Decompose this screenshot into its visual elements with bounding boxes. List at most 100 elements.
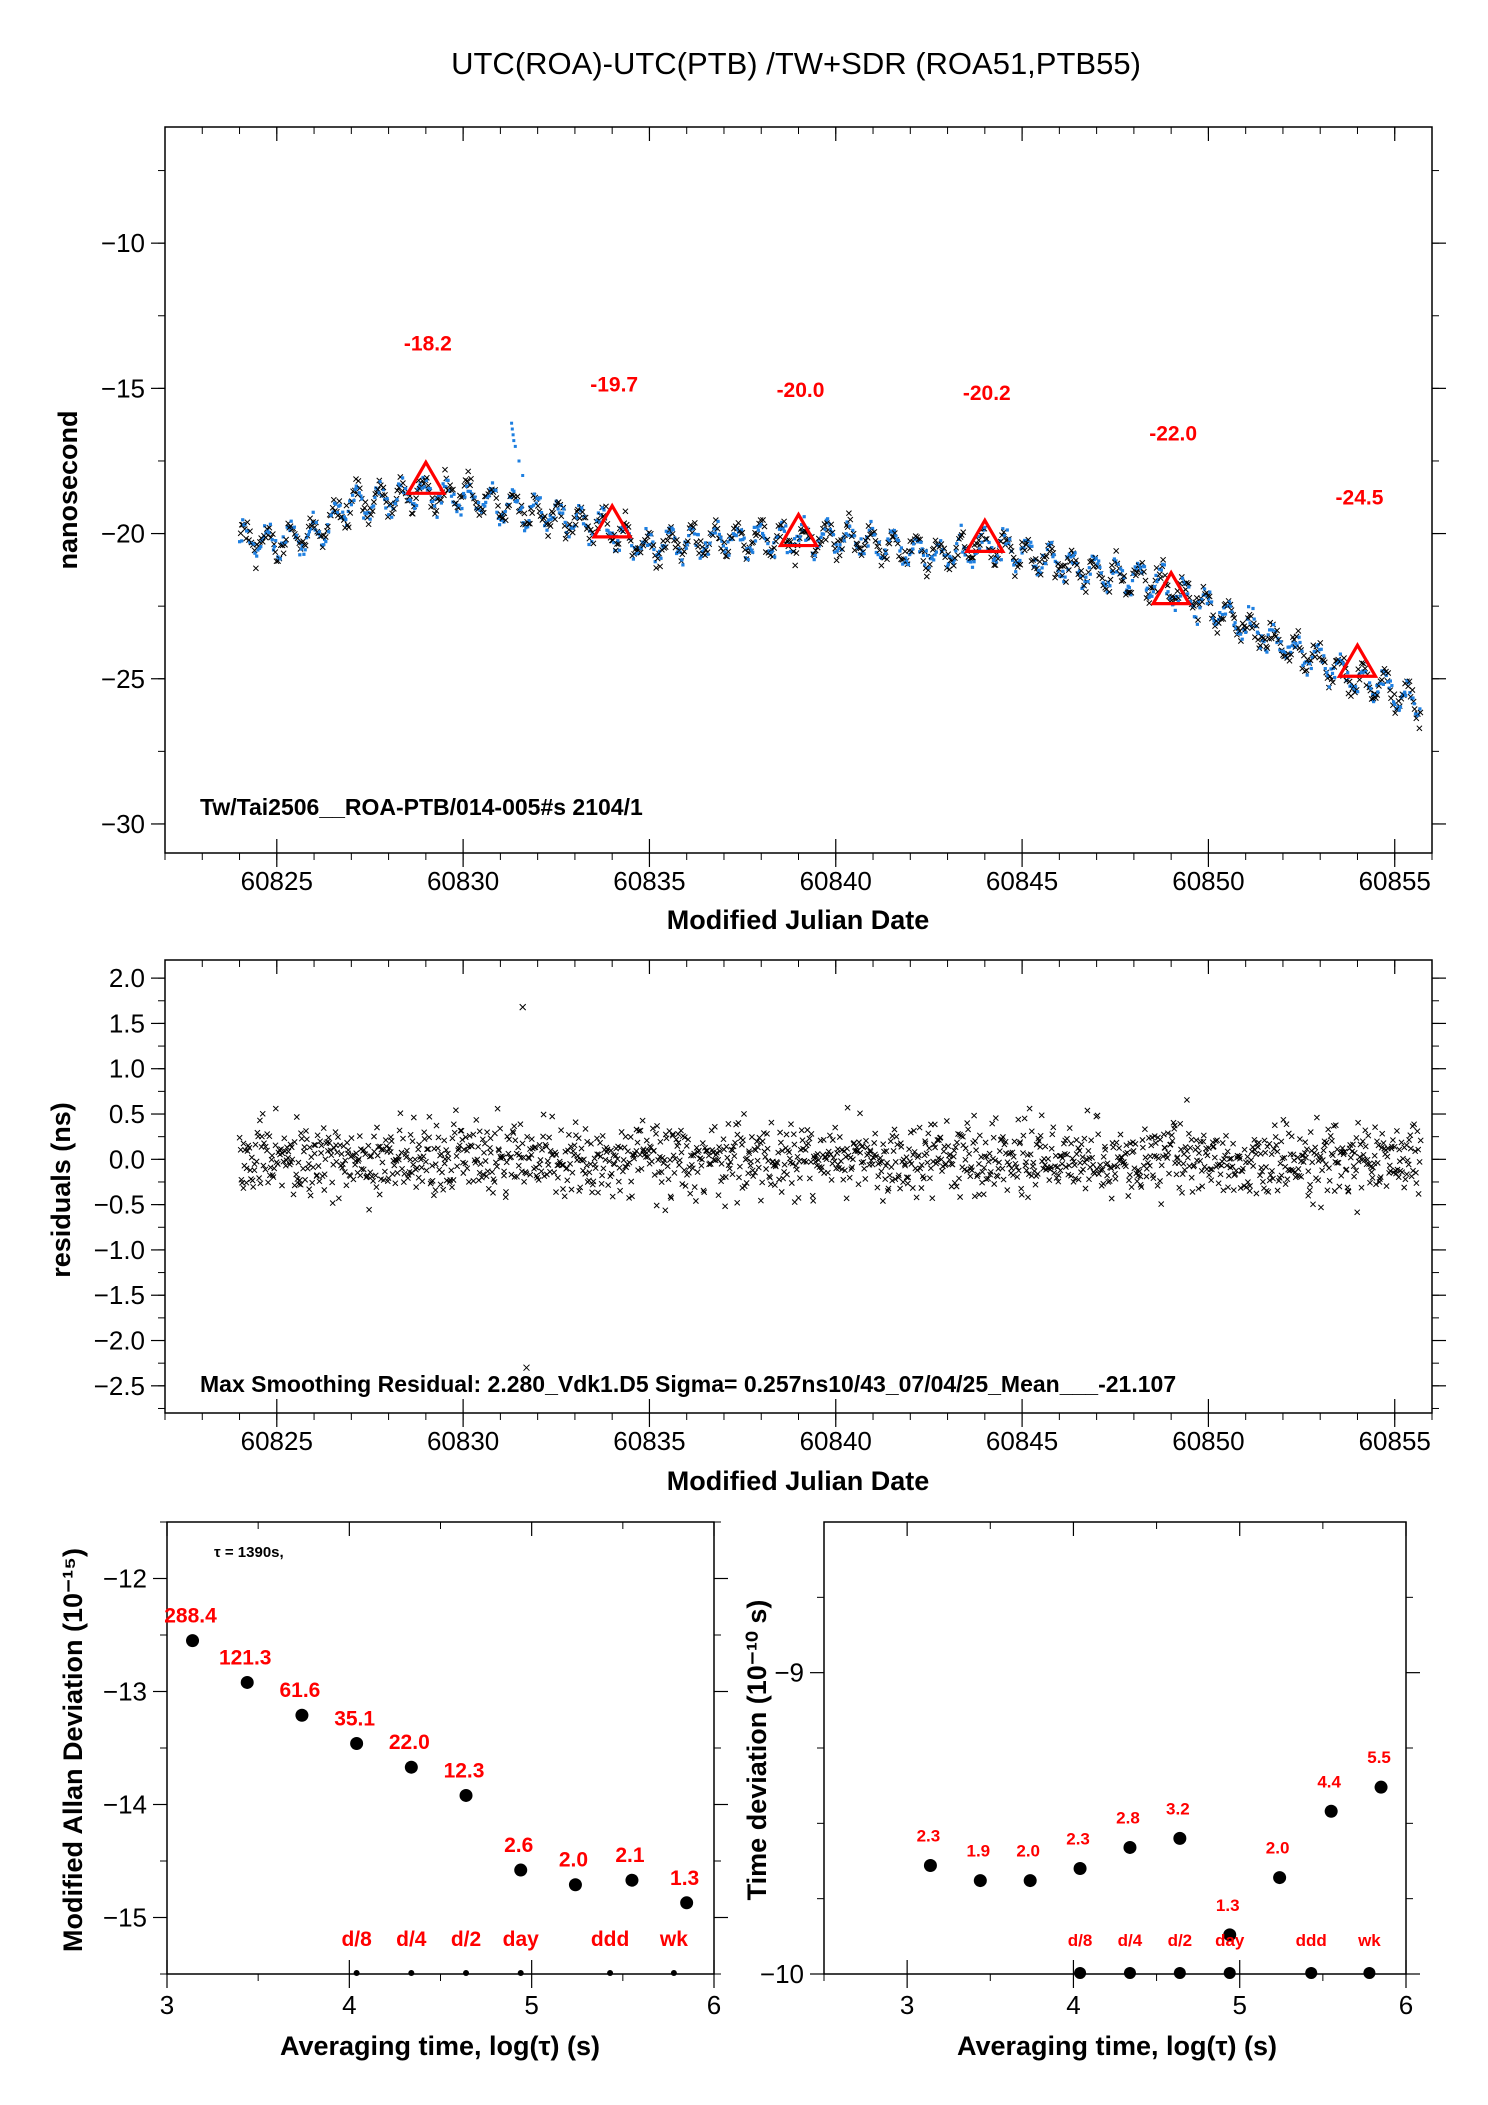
res-y-tick-label: 0.5 xyxy=(109,1099,145,1129)
main-data-point-blue xyxy=(1396,705,1400,709)
main-data-point xyxy=(812,547,819,554)
residual-point xyxy=(1398,1139,1405,1146)
main-data-point-blue xyxy=(1083,579,1087,584)
main-data-point-blue xyxy=(538,496,542,500)
residual-point xyxy=(743,1180,750,1186)
main-data-point-blue xyxy=(1108,584,1112,588)
main-data-point-blue xyxy=(749,548,753,552)
residual-point xyxy=(389,1171,396,1178)
main-data-point-blue xyxy=(1037,568,1041,572)
main-data-point-blue xyxy=(327,530,331,534)
mdev-period-label: day xyxy=(503,1928,540,1951)
main-data-point xyxy=(1346,678,1353,685)
residual-point xyxy=(532,1144,539,1151)
main-data-point xyxy=(1037,571,1044,578)
main-data-point-blue xyxy=(1284,656,1288,660)
residual-point xyxy=(595,1189,601,1196)
main-data-point-blue xyxy=(1101,581,1105,585)
residual-point xyxy=(1250,1163,1257,1169)
residual-point xyxy=(639,1117,646,1124)
main-data-point-blue xyxy=(1136,561,1140,565)
residual-point xyxy=(878,1168,885,1175)
residual-point xyxy=(745,1170,752,1177)
residual-point xyxy=(626,1194,633,1201)
residual-point xyxy=(814,1151,821,1157)
residual-point xyxy=(1223,1132,1229,1139)
main-data-point-blue xyxy=(1019,547,1023,551)
residual-point xyxy=(898,1143,905,1150)
tdev-x-tick-label: 5 xyxy=(1232,1990,1246,2020)
residual-point xyxy=(727,1159,734,1165)
main-data-point xyxy=(259,538,266,545)
main-data-point-blue xyxy=(1123,591,1127,595)
residual-point xyxy=(272,1105,279,1112)
residual-point xyxy=(537,1157,544,1163)
residual-point xyxy=(925,1130,932,1137)
residual-point xyxy=(508,1171,515,1178)
main-data-point-blue xyxy=(357,491,361,495)
main-data-point-blue xyxy=(1300,649,1304,653)
main-data-point-blue xyxy=(1051,555,1055,559)
main-x-axis-label: Modified Julian Date xyxy=(667,905,930,935)
main-data-point-blue xyxy=(1215,622,1219,626)
residual-point xyxy=(863,1137,869,1144)
main-data-point-blue xyxy=(806,537,810,541)
main-data-point-blue xyxy=(896,538,900,543)
main-outlier-point xyxy=(510,421,514,425)
residual-point xyxy=(1280,1116,1287,1123)
residual-point xyxy=(650,1147,657,1154)
main-data-point-blue xyxy=(826,517,830,521)
main-data-point xyxy=(330,496,337,503)
main-data-point xyxy=(735,519,742,526)
residual-point xyxy=(448,1167,455,1174)
residual-point xyxy=(1270,1146,1277,1152)
residual-point xyxy=(1130,1148,1137,1154)
residual-point xyxy=(397,1110,404,1117)
residual-point xyxy=(291,1182,298,1189)
main-data-point xyxy=(1267,619,1274,626)
residual-point xyxy=(1328,1137,1335,1144)
main-data-point-blue xyxy=(298,553,302,557)
residual-point xyxy=(367,1169,374,1176)
main-data-point-blue xyxy=(908,553,912,557)
main-marker-label: -24.5 xyxy=(1336,487,1384,510)
residual-point xyxy=(818,1164,825,1171)
residual-point xyxy=(1045,1155,1052,1162)
residual-point xyxy=(788,1180,795,1186)
residual-point xyxy=(239,1179,246,1186)
main-data-point-blue xyxy=(1418,707,1422,711)
main-data-point-blue xyxy=(434,497,438,501)
main-data-point-blue xyxy=(1070,561,1074,565)
main-data-point-blue xyxy=(972,560,976,564)
tdev-point-label: 1.3 xyxy=(1216,1896,1240,1915)
main-data-point-blue xyxy=(1386,680,1390,684)
residual-point xyxy=(423,1167,430,1174)
main-marker-label: -20.0 xyxy=(777,379,825,402)
residual-point xyxy=(306,1144,313,1151)
main-data-point-blue xyxy=(1122,576,1126,580)
residual-point xyxy=(609,1193,616,1200)
residual-point xyxy=(1166,1170,1172,1177)
residual-point xyxy=(1010,1153,1017,1160)
residual-point xyxy=(768,1119,775,1126)
residual-point xyxy=(329,1179,336,1186)
main-data-point xyxy=(244,519,251,526)
residual-point xyxy=(339,1161,346,1168)
main-data-point xyxy=(1356,676,1363,683)
residual-point xyxy=(435,1134,442,1141)
main-data-point-blue xyxy=(1275,640,1279,645)
residual-point xyxy=(910,1127,917,1134)
residual-point xyxy=(1037,1132,1044,1139)
main-data-point xyxy=(502,517,509,524)
residual-point xyxy=(1251,1136,1258,1143)
residual-point xyxy=(1060,1140,1067,1147)
residual-point xyxy=(450,1177,457,1183)
main-data-point-blue xyxy=(1114,559,1118,563)
tdev-data-point xyxy=(1374,1780,1388,1794)
residual-point xyxy=(664,1163,671,1170)
tdev-data-point xyxy=(1273,1871,1287,1885)
residual-point xyxy=(251,1167,258,1174)
residual-point xyxy=(1050,1124,1057,1131)
residual-point xyxy=(455,1147,462,1154)
main-data-point-blue xyxy=(612,541,616,545)
